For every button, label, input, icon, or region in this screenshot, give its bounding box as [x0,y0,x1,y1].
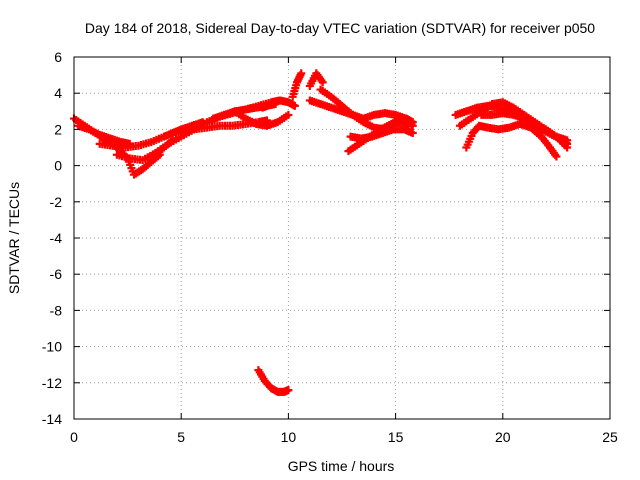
series-track-12 [305,69,327,90]
series-track-19 [462,119,561,161]
x-tick-label: 15 [388,429,404,445]
data-point [563,143,572,152]
series-track-20 [477,109,572,152]
data-point [297,69,306,78]
y-tick-label: 4 [54,85,62,101]
y-tick-label: -14 [42,411,62,427]
data-point [284,110,293,119]
data-point [290,101,299,110]
series-track-5 [151,136,177,159]
data-points [70,69,572,396]
y-tick-label: -2 [50,194,63,210]
y-tick-label: -4 [50,230,63,246]
series-track-16 [346,125,417,143]
y-tick-label: -10 [42,339,62,355]
series-track-9 [258,96,299,112]
x-axis-label: GPS time / hours [288,458,395,474]
x-tick-label: 0 [70,429,78,445]
chart-title: Day 184 of 2018, Sidereal Day-to-day VTE… [85,20,595,36]
data-point [408,129,417,138]
series-track-11 [288,69,306,101]
y-tick-label: 0 [54,158,62,174]
data-point [552,152,561,161]
y-tick-label: 2 [54,121,62,137]
y-tick-label: -6 [50,266,63,282]
grid-lines [74,57,610,419]
data-point [318,78,327,87]
y-tick-label: -12 [42,375,62,391]
x-tick-label: 25 [602,429,618,445]
data-point [168,136,177,145]
x-tick-label: 10 [281,429,297,445]
x-tick-label: 20 [495,429,511,445]
y-tick-label: 6 [54,49,62,65]
series-track-8 [230,107,293,130]
y-tick-label: -8 [50,302,63,318]
x-tick-label: 5 [177,429,185,445]
y-axis-label: SDTVAR / TECUs [6,182,22,294]
data-point [284,386,293,395]
series-track-10 [254,366,293,396]
